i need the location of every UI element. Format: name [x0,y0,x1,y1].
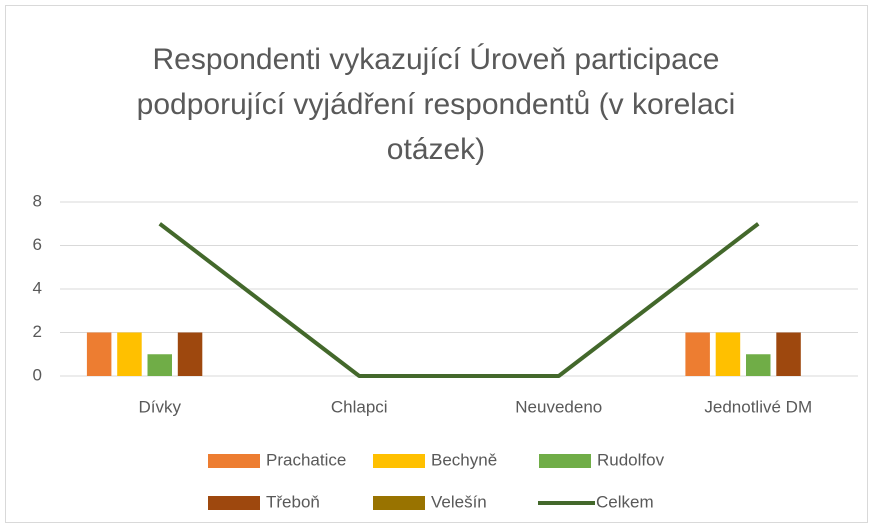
bar [776,332,801,376]
legend-label: Velešín [431,492,487,511]
x-tick-label: Neuvedeno [515,397,602,416]
chart-border [5,5,868,523]
legend-label: Bechyně [431,450,497,469]
legend-swatch [373,454,425,468]
legend-swatch [208,496,260,510]
bar [117,332,142,376]
bar [685,332,710,376]
legend-label: Prachatice [266,450,346,469]
x-tick-label: Dívky [139,397,182,416]
y-tick-label: 4 [33,278,42,297]
line-series [158,222,760,378]
bar [147,354,172,376]
bar [746,354,771,376]
legend-swatch [208,454,260,468]
bar [715,332,741,376]
bar [86,332,112,376]
chart-title: Respondenti vykazující Úroveň participac… [136,43,736,166]
x-tick-label: Chlapci [331,397,388,416]
y-tick-label: 6 [33,235,42,254]
legend-label: Celkem [596,492,654,511]
legend-label: Rudolfov [597,450,665,469]
bar [177,332,203,376]
y-tick-label: 2 [33,322,42,341]
legend-swatch [539,454,591,468]
x-tick-label: Jednotlivé DM [704,397,812,416]
legend-swatch [373,496,425,510]
y-tick-label: 8 [33,191,42,210]
y-tick-label: 0 [33,365,42,384]
legend-label: Třeboň [266,492,320,511]
